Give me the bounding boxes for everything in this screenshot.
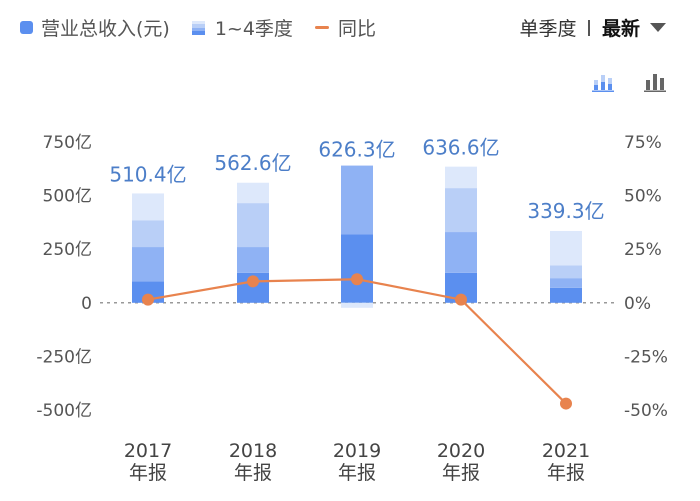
quarter-bar-segment (237, 182, 269, 204)
y-left-tick-label: -250亿 (36, 347, 92, 367)
quarters-swatch-icon (191, 20, 205, 35)
chevron-down-icon[interactable] (650, 23, 666, 32)
legend-label-quarters: 1~4季度 (214, 18, 293, 40)
x-tick-year: 2017 (124, 440, 172, 462)
revenue-data-label: 636.6亿 (422, 135, 499, 159)
single-quarter-option[interactable]: 单季度 (519, 18, 577, 40)
yoy-point (142, 293, 154, 306)
yoy-point (560, 397, 572, 410)
yoy-point (351, 273, 363, 286)
legend-item-yoy[interactable]: 同比 (314, 14, 376, 41)
revenue-data-label: 626.3亿 (318, 138, 395, 162)
quarter-bar-segment (237, 203, 269, 248)
quarter-bar-segment (132, 220, 164, 248)
quarter-bar-segment (341, 165, 373, 235)
y-left-tick-label: 500亿 (43, 187, 92, 207)
quarter-bar-segment (132, 193, 164, 221)
legend-label-yoy: 同比 (337, 18, 376, 40)
quarter-bar-segment (445, 166, 477, 189)
y-left-tick-label: 750亿 (43, 133, 92, 153)
chart-type-switch (592, 72, 666, 92)
x-tick-type: 年报 (442, 462, 480, 484)
quarter-bar-segment (132, 247, 164, 282)
quarter-bar-segment (445, 188, 477, 233)
y-right-tick-label: 75% (624, 133, 662, 153)
revenue-data-label: 562.6亿 (214, 151, 291, 175)
revenue-data-label: 339.3亿 (527, 199, 604, 223)
quarter-bar-segment (550, 278, 582, 288)
x-tick-type: 年报 (129, 462, 167, 484)
period-selector: 单季度 最新 (519, 14, 666, 41)
revenue-data-label: 510.4亿 (109, 162, 186, 186)
x-tick-type: 年报 (234, 462, 272, 484)
period-divider (588, 19, 590, 36)
quarter-bar-segment (550, 230, 582, 266)
quarter-bar-segment (341, 234, 373, 303)
quarter-bar-segment (237, 247, 269, 273)
y-right-tick-label: -25% (624, 347, 668, 367)
x-tick-type: 年报 (338, 462, 376, 484)
chart-legend: 营业总收入(元) 1~4季度 同比 (20, 14, 398, 41)
y-left-tick-label: -500亿 (36, 401, 92, 421)
y-right-tick-label: 25% (624, 240, 662, 260)
legend-item-revenue[interactable]: 营业总收入(元) (20, 14, 170, 41)
x-tick-year: 2020 (437, 440, 485, 462)
x-tick-year: 2018 (229, 440, 277, 462)
y-left-tick-label: 0 (81, 294, 92, 314)
latest-option[interactable]: 最新 (601, 18, 640, 40)
y-right-tick-label: 50% (624, 187, 662, 207)
x-tick-year: 2019 (333, 440, 381, 462)
x-tick-year: 2021 (542, 440, 590, 462)
yoy-line-swatch-icon (314, 26, 329, 29)
bar-chart-icon[interactable] (644, 72, 666, 92)
y-right-tick-label: -50% (624, 401, 668, 421)
y-right-tick-label: 0% (624, 294, 651, 314)
legend-item-quarters[interactable]: 1~4季度 (191, 14, 293, 41)
quarter-bar-segment (550, 265, 582, 279)
y-left-tick-label: 250亿 (43, 240, 92, 260)
stacked-bar-chart-icon[interactable] (592, 72, 614, 92)
yoy-point (455, 293, 467, 306)
quarter-bar-segment (445, 232, 477, 273)
quarter-bar-segment (550, 287, 582, 303)
x-tick-type: 年报 (547, 462, 585, 484)
revenue-swatch-icon (20, 21, 33, 34)
legend-label-revenue: 营业总收入(元) (41, 18, 170, 40)
quarter-bar-segment (341, 302, 373, 308)
yoy-point (247, 275, 259, 288)
